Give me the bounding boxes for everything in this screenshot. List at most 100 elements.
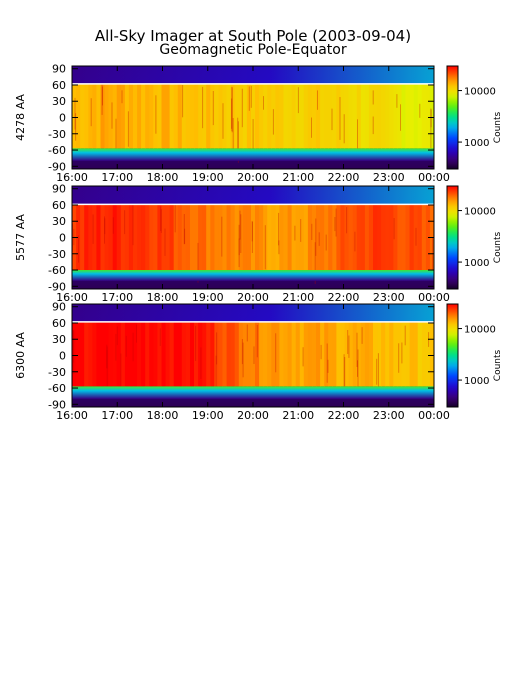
heatmap-streak (195, 325, 197, 361)
y-tick-label: 90 (52, 63, 66, 76)
heatmap-streak (197, 242, 199, 283)
heatmap-column (267, 204, 272, 271)
x-tick-label: 00:00 (418, 409, 450, 422)
heatmap-column (312, 204, 317, 271)
heatmap-column (165, 321, 171, 387)
y-tick-label: -30 (48, 128, 66, 141)
heatmap-column (320, 83, 325, 149)
heatmap-column (161, 204, 167, 271)
heatmap-column (385, 321, 390, 387)
heatmap-streak (372, 116, 374, 135)
heatmap-column (161, 321, 167, 387)
colorbar-tick-label: 1000 (464, 138, 489, 149)
heatmap-streak (115, 118, 117, 153)
heatmap-column (169, 321, 175, 387)
heatmap-streak (104, 216, 105, 244)
heatmap-column (316, 83, 321, 149)
colorbar-label: Counts (493, 349, 503, 381)
heatmap-column (401, 83, 407, 149)
heatmap-column (255, 83, 260, 149)
heatmap-column (352, 83, 358, 149)
heatmap-streak (354, 231, 356, 252)
y-tick-label: 60 (52, 199, 66, 212)
x-tick-label: 22:00 (328, 171, 360, 184)
heatmap-streak (432, 237, 434, 276)
heatmap-column (222, 321, 228, 387)
colorbar-label: Counts (493, 231, 503, 263)
heatmap-column (234, 204, 240, 271)
heatmap-column (92, 83, 97, 149)
heatmap-column (324, 321, 329, 387)
heatmap-column (405, 204, 411, 271)
heatmap-column (275, 204, 280, 271)
heatmap-column (76, 204, 81, 271)
colorbar-label: Counts (493, 111, 503, 143)
x-tick-label: 20:00 (237, 409, 269, 422)
heatmap-column (145, 321, 150, 387)
heatmap-column (429, 321, 434, 387)
heatmap-column (128, 204, 134, 271)
heatmap-column (336, 83, 341, 149)
heatmap-column (377, 204, 382, 271)
heatmap-column (72, 321, 77, 387)
heatmap-streak (327, 359, 329, 373)
heatmap-streak (174, 204, 176, 233)
south-band (72, 386, 434, 399)
heatmap-column (141, 83, 146, 149)
heatmap-column (413, 83, 419, 149)
heatmap-column (283, 321, 289, 387)
heatmap-column (137, 204, 142, 271)
heatmap-streak (251, 220, 253, 242)
heatmap-column (340, 204, 345, 271)
heatmap-column (214, 204, 219, 271)
colorbar-tick-label: 10000 (464, 325, 496, 336)
heatmap-column (255, 321, 260, 387)
heatmap-column (385, 83, 390, 149)
heatmap-column (194, 83, 199, 149)
heatmap-column (218, 321, 223, 387)
heatmap-column (397, 321, 402, 387)
heatmap-column (202, 204, 207, 271)
heatmap-streak (398, 343, 400, 373)
heatmap-streak (311, 117, 312, 138)
heatmap-column (401, 321, 407, 387)
heatmap-streak (376, 358, 378, 385)
heatmap-column (263, 321, 268, 387)
heatmap-column (397, 204, 402, 271)
heatmap-column (316, 321, 321, 387)
heatmap-streak (419, 103, 421, 118)
heatmap-column (251, 204, 256, 271)
heatmap-column (360, 321, 366, 387)
heatmap-column (104, 83, 110, 149)
x-tick-label: 16:00 (56, 291, 88, 304)
heatmap-streak (272, 109, 274, 135)
heatmap-streak (331, 108, 333, 131)
x-tick-label: 00:00 (418, 171, 450, 184)
heatmap-streak (297, 87, 299, 114)
heatmap-column (393, 204, 398, 271)
heatmap-column (393, 321, 398, 387)
heatmap-streak (232, 118, 234, 155)
heatmap-column (251, 83, 256, 149)
y-tick-label: 30 (52, 333, 66, 346)
x-tick-label: 17:00 (101, 409, 133, 422)
heatmap-column (381, 321, 386, 387)
heatmap-streak (400, 104, 401, 131)
heatmap-streak (231, 86, 233, 132)
heatmap-streak (125, 335, 127, 357)
colorbar (446, 303, 459, 408)
y-tick-label: 30 (52, 215, 66, 228)
heatmap-column (234, 83, 240, 149)
heatmap-column (275, 321, 280, 387)
heatmap-streak (238, 224, 240, 268)
heatmap-column (153, 204, 158, 271)
heatmap-column (299, 321, 305, 387)
heatmap-streak (300, 219, 302, 242)
heatmap-column (340, 321, 345, 387)
heatmap-streak (112, 217, 114, 234)
heatmap-column (429, 83, 434, 149)
heatmap-column (120, 83, 126, 149)
heatmap-streak (120, 353, 122, 388)
heatmap-column (153, 83, 158, 149)
heatmap-column (169, 83, 175, 149)
